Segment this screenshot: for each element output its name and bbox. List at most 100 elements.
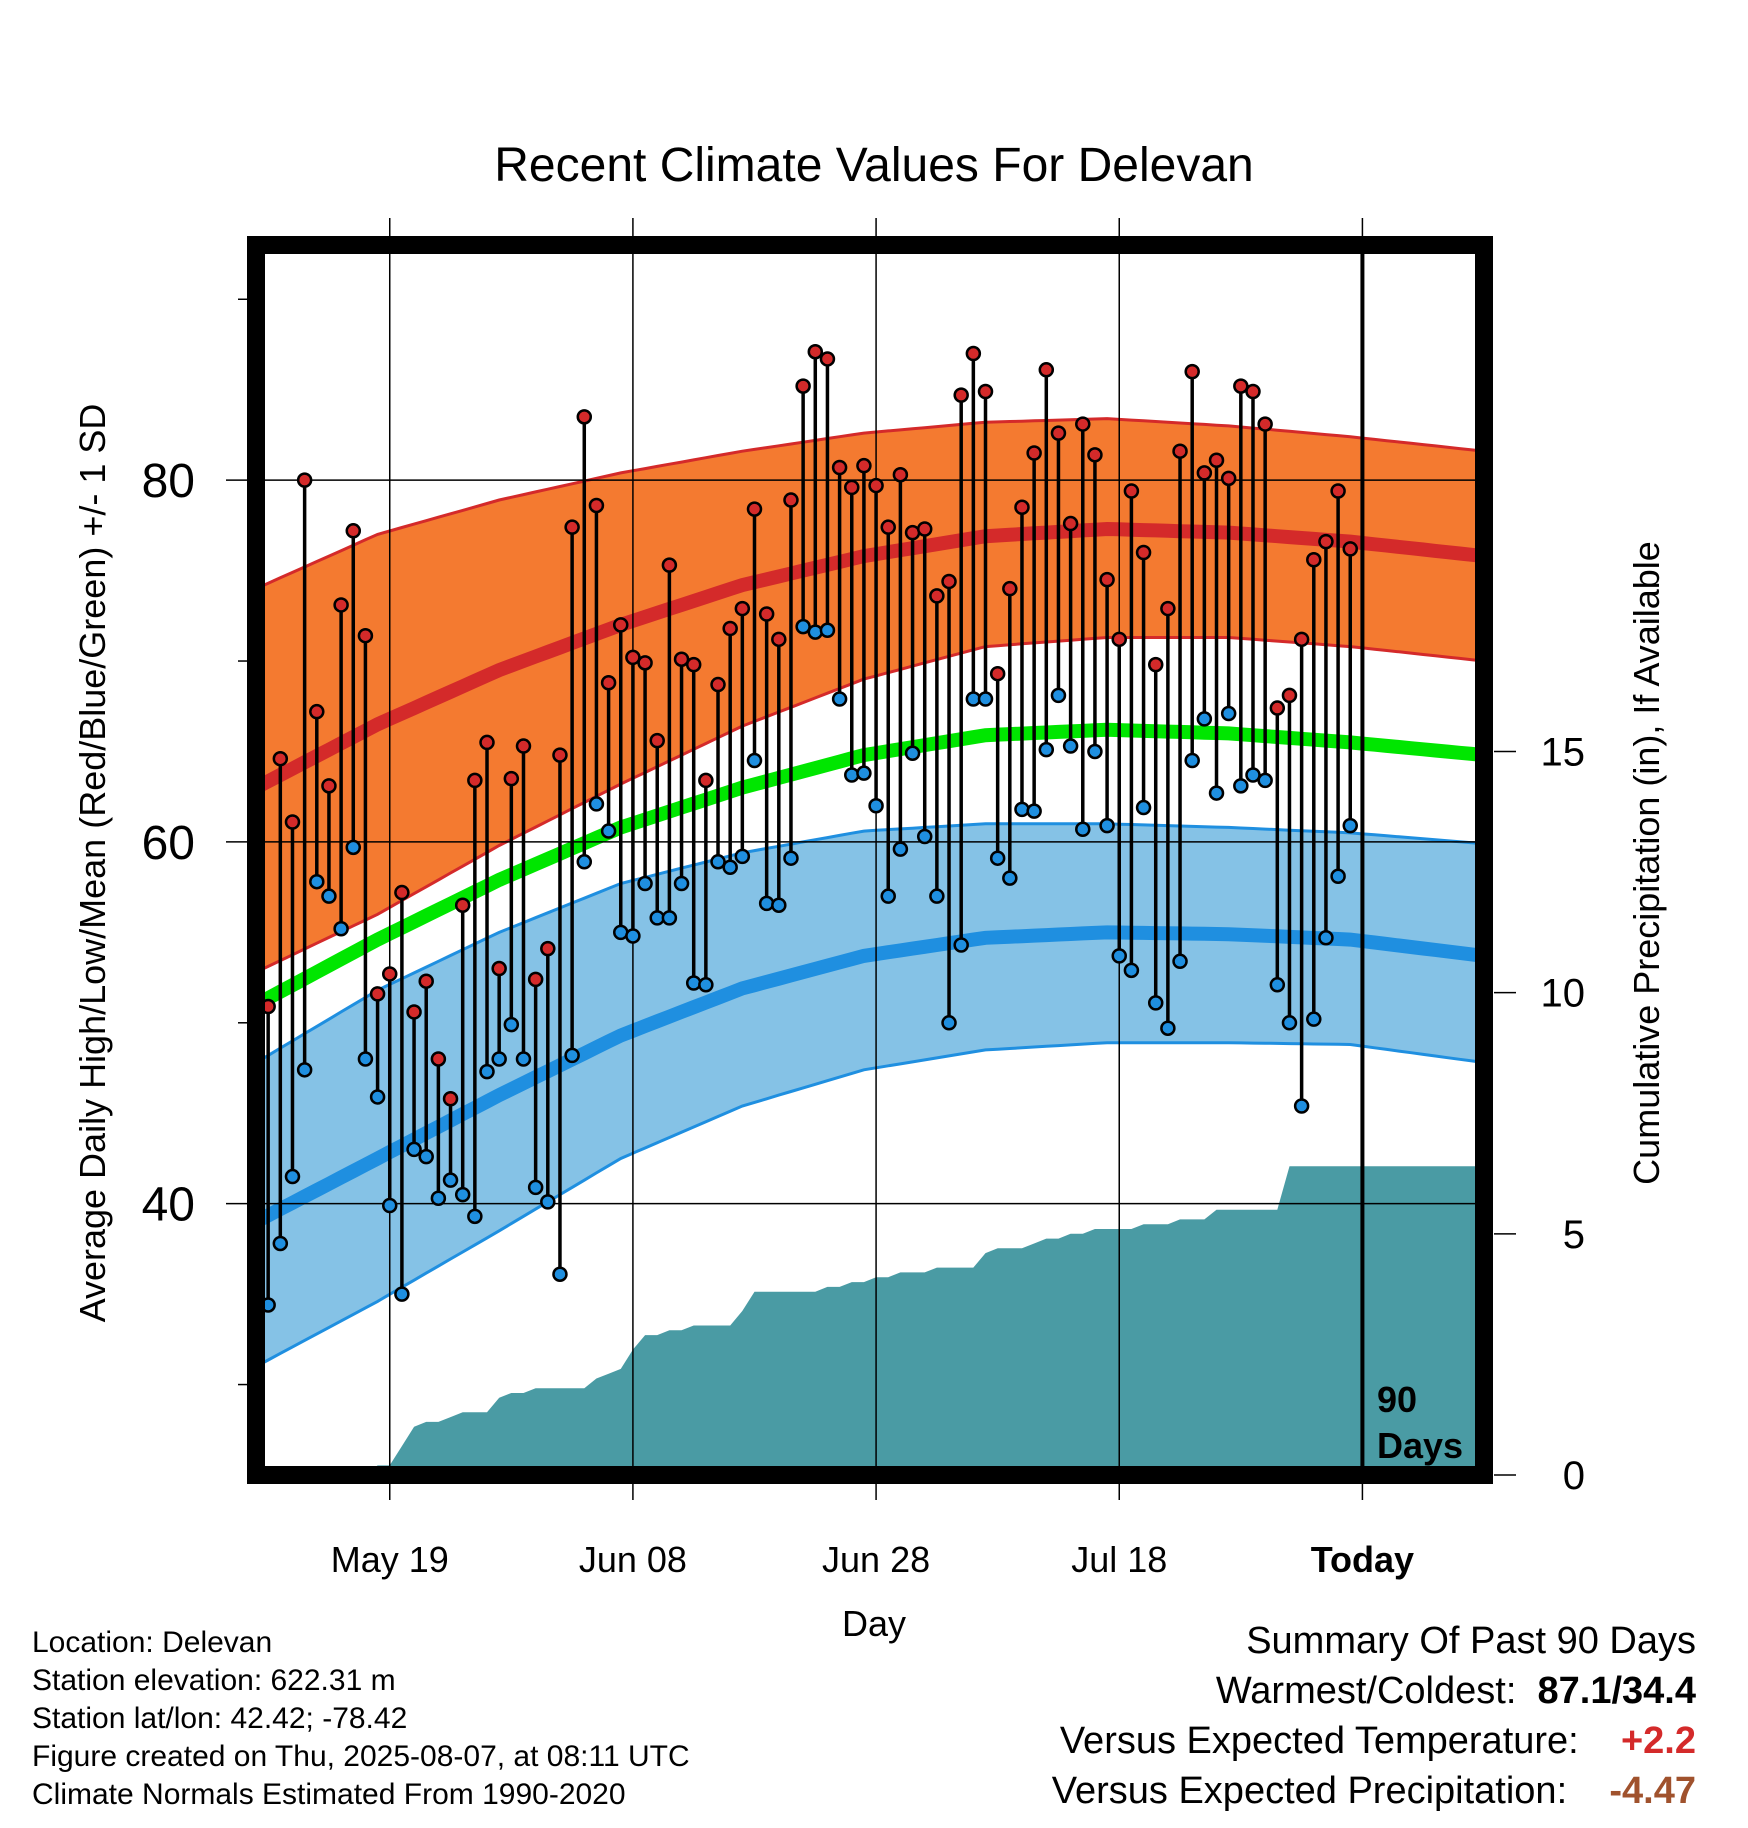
low-lower-line	[255, 1041, 1485, 1368]
x-tick-label: May 19	[331, 1539, 449, 1580]
high-point	[321, 778, 337, 794]
low-point	[406, 1141, 422, 1158]
temperature-value: +2.2	[1620, 1720, 1696, 1762]
high-point	[467, 772, 483, 789]
low-point	[783, 850, 799, 866]
low-point	[1269, 977, 1286, 993]
low-point	[1184, 752, 1200, 769]
high-point	[1281, 687, 1298, 704]
low-point	[1245, 767, 1261, 783]
high-point	[929, 588, 945, 604]
high-point	[661, 557, 678, 573]
high-point	[807, 343, 824, 360]
high-point	[649, 732, 665, 749]
low-point	[1342, 817, 1359, 834]
low-point	[795, 618, 811, 635]
high-point	[357, 627, 374, 644]
normals-period: Climate Normals Estimated From 1990-2020	[32, 1778, 626, 1811]
x-tick-label: Jun 08	[579, 1539, 687, 1580]
high-point	[722, 620, 738, 637]
high-point	[1014, 499, 1030, 516]
high-sd-band	[256, 418, 1484, 973]
low-point	[1318, 930, 1334, 946]
low-point	[880, 888, 896, 904]
high-point	[503, 770, 520, 787]
normal-low-line	[252, 925, 1485, 1228]
high-point	[296, 472, 313, 488]
low-point	[1306, 1011, 1322, 1027]
figure-created: Figure created on Thu, 2025-08-07, at 08…	[32, 1740, 690, 1773]
y-tick-label: 60	[142, 817, 195, 870]
high-point	[1099, 571, 1115, 588]
high-point	[588, 497, 605, 514]
high-point	[527, 971, 544, 988]
high-point	[916, 521, 933, 537]
high-point	[1233, 378, 1249, 394]
y-tick-label: 40	[142, 1179, 195, 1232]
low-point	[746, 752, 763, 769]
low-point	[564, 1047, 580, 1064]
low-point	[722, 859, 738, 875]
plot-frame	[247, 236, 1493, 1484]
low-point	[844, 767, 860, 783]
low-point	[1172, 953, 1188, 970]
low-point	[856, 765, 872, 781]
low-point	[1233, 778, 1249, 794]
summary-title: Summary Of Past 90 Days	[1246, 1620, 1696, 1662]
high-point	[1026, 445, 1042, 461]
high-point	[795, 378, 811, 394]
high-point	[1257, 416, 1273, 432]
low-point	[1281, 1015, 1298, 1031]
high-upper-line	[255, 417, 1485, 591]
high-point	[381, 966, 398, 982]
station-elevation: Station elevation: 622.31 m	[32, 1664, 396, 1697]
y2-tick-label: 15	[1541, 730, 1586, 774]
low-point	[710, 854, 726, 870]
precipitation-layer	[256, 1166, 1484, 1475]
extremes-label: Warmest/Coldest:	[1215, 1670, 1517, 1712]
low-upper-line	[255, 822, 1485, 1064]
low-point	[904, 745, 921, 762]
high-point	[758, 606, 775, 622]
low-point	[1147, 995, 1164, 1011]
high-point	[1208, 452, 1225, 468]
high-point	[1330, 483, 1346, 499]
low-point	[1293, 1098, 1310, 1114]
normal-high-line	[252, 521, 1485, 794]
high-point	[479, 734, 495, 751]
low-point	[1330, 868, 1346, 885]
summary-extremes: Warmest/Coldest: 87.1/34.4	[1216, 1670, 1696, 1713]
low-point	[1099, 817, 1115, 834]
low-point	[734, 848, 751, 865]
low-point	[916, 828, 933, 845]
low-point	[1160, 1020, 1176, 1036]
high-point	[868, 477, 884, 494]
high-point	[1293, 631, 1310, 648]
low-point	[989, 850, 1006, 866]
high-point	[625, 649, 641, 666]
high-point	[430, 1051, 447, 1067]
low-point	[831, 691, 848, 707]
low-point	[625, 928, 641, 944]
high-point	[1160, 600, 1176, 617]
precipitation-value: -4.47	[1609, 1770, 1696, 1812]
low-point	[333, 920, 349, 937]
high-point	[1087, 447, 1103, 463]
low-point	[491, 1051, 507, 1067]
high-point	[1147, 656, 1164, 673]
low-point	[1014, 801, 1030, 818]
low-point	[479, 1063, 495, 1080]
low-point	[1087, 743, 1103, 760]
low-point	[1050, 687, 1067, 704]
high-point	[284, 814, 301, 830]
x-tick-label: Jun 28	[822, 1539, 930, 1580]
today-days-label-1: 90	[1377, 1379, 1417, 1420]
high-point	[1245, 383, 1261, 400]
observations-layer	[260, 343, 1359, 1313]
y2-tick-label: 0	[1563, 1454, 1585, 1498]
low-point	[1196, 711, 1213, 727]
high-point	[540, 940, 556, 957]
y-axis-label: Average Daily High/Low/Mean (Red/Blue/Gr…	[72, 404, 113, 1323]
high-point	[394, 884, 410, 901]
high-point	[1306, 551, 1322, 568]
